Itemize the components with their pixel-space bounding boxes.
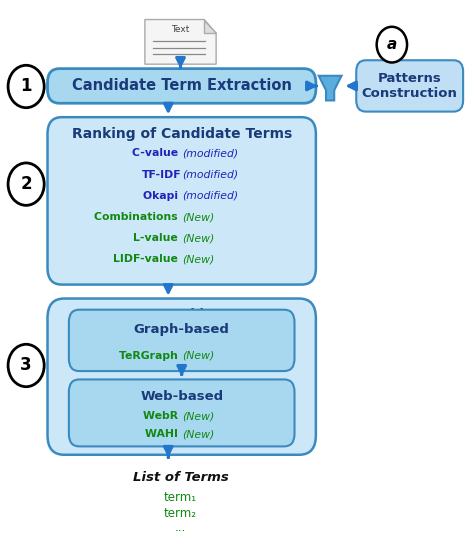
Text: TF-IDF: TF-IDF <box>142 170 181 180</box>
FancyBboxPatch shape <box>69 310 294 371</box>
Text: 2: 2 <box>20 175 32 193</box>
Text: WebR: WebR <box>143 411 181 421</box>
Text: ...: ... <box>175 521 186 534</box>
FancyBboxPatch shape <box>48 69 316 103</box>
Text: List of Terms: List of Terms <box>133 470 228 484</box>
Text: Combinations: Combinations <box>95 212 181 222</box>
Text: WAHI: WAHI <box>145 429 181 439</box>
FancyBboxPatch shape <box>48 299 316 455</box>
Text: 3: 3 <box>20 357 32 374</box>
Text: 1: 1 <box>20 78 32 95</box>
Text: L-value: L-value <box>133 233 181 243</box>
Text: Patterns
Construction: Patterns Construction <box>362 72 457 100</box>
Text: Web-based: Web-based <box>140 389 223 403</box>
Text: LIDF-value: LIDF-value <box>113 254 181 264</box>
Text: (New): (New) <box>181 212 214 222</box>
Text: (New): (New) <box>181 233 214 243</box>
Text: a: a <box>387 37 397 52</box>
Text: (New): (New) <box>181 351 214 360</box>
Circle shape <box>8 163 44 205</box>
Text: Ranking of Candidate Terms: Ranking of Candidate Terms <box>72 127 292 141</box>
Text: Graph-based: Graph-based <box>134 323 229 336</box>
Text: Candidate Term Extraction: Candidate Term Extraction <box>72 79 292 93</box>
Circle shape <box>8 344 44 387</box>
Text: Text: Text <box>171 25 190 34</box>
Circle shape <box>377 27 407 62</box>
Text: (modified): (modified) <box>181 191 238 201</box>
Text: TeRGraph: TeRGraph <box>119 351 181 360</box>
Text: (modified): (modified) <box>181 148 238 158</box>
Text: C-value: C-value <box>132 148 181 158</box>
Text: (New): (New) <box>181 254 214 264</box>
Polygon shape <box>145 20 216 64</box>
Text: (modified): (modified) <box>181 170 238 180</box>
Text: (New): (New) <box>181 411 214 421</box>
Polygon shape <box>204 20 216 33</box>
Text: Re-ranking: Re-ranking <box>139 308 225 323</box>
Text: Okapi: Okapi <box>143 191 181 201</box>
FancyBboxPatch shape <box>48 117 316 285</box>
Text: term₁: term₁ <box>164 491 197 504</box>
Polygon shape <box>319 76 342 100</box>
FancyBboxPatch shape <box>356 60 463 112</box>
Text: (New): (New) <box>181 429 214 439</box>
Circle shape <box>8 65 44 108</box>
FancyBboxPatch shape <box>69 379 294 446</box>
Text: term₂: term₂ <box>164 507 197 520</box>
